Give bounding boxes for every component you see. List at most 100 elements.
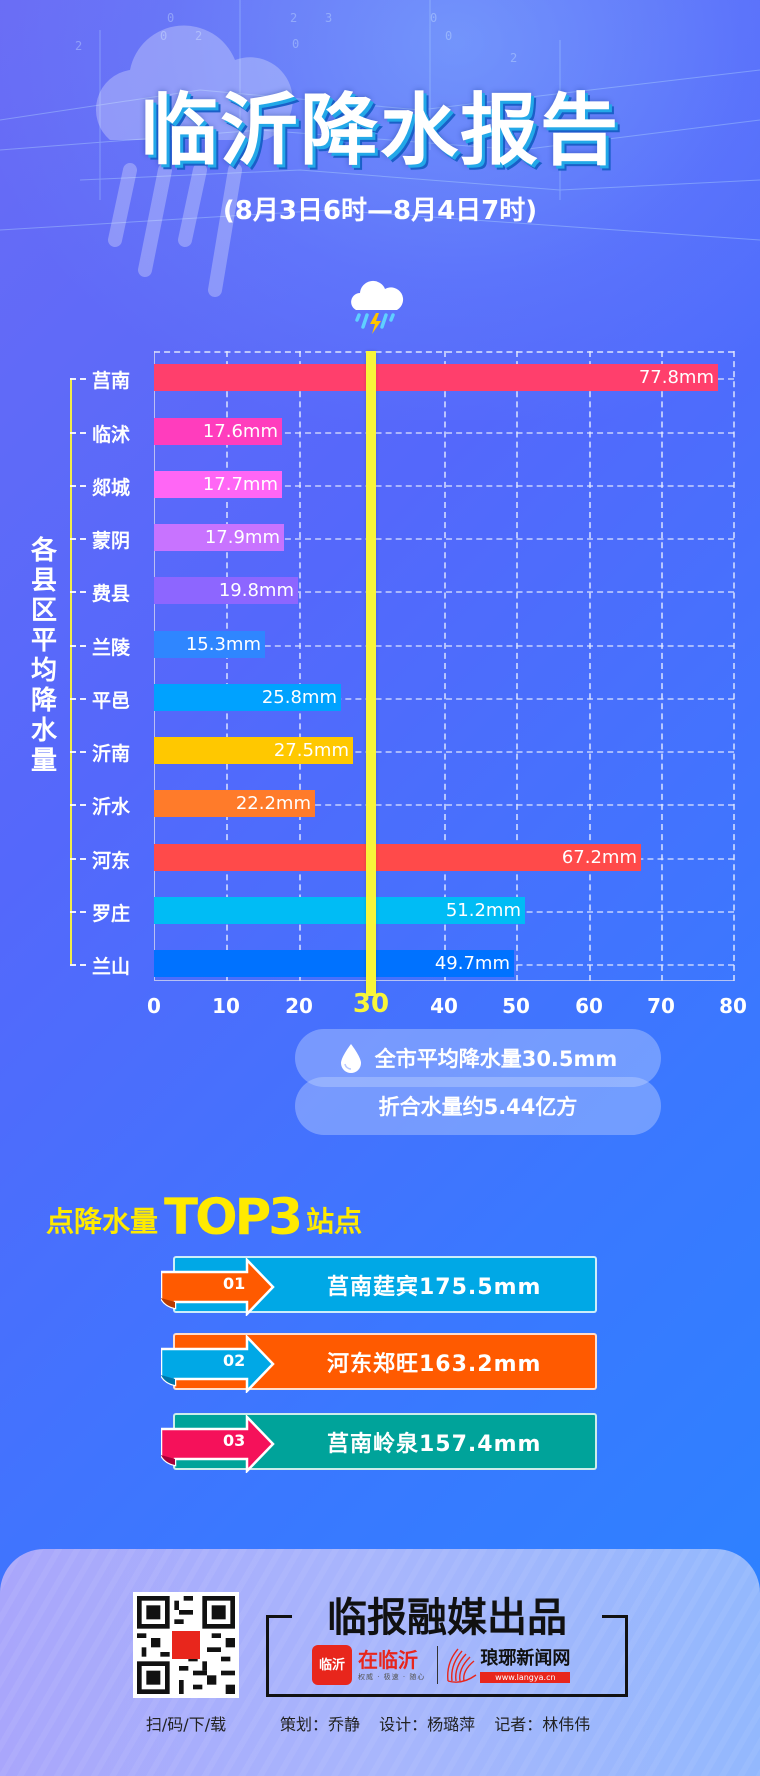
bar-value: 77.8mm xyxy=(638,367,714,388)
bar-tancheng: 17.7mm xyxy=(154,471,282,498)
row-gridline xyxy=(154,485,734,487)
y-axis-title: 各 县 区 平 均 降 水 量 xyxy=(26,536,62,776)
category-tick xyxy=(70,538,86,540)
city-average-pill: 全市平均降水量30.5mm xyxy=(295,1029,661,1087)
y-axis-title-char: 县 xyxy=(30,566,57,596)
gridline-20 xyxy=(299,351,301,981)
top3-heading-suffix: 站点 xyxy=(306,1205,363,1238)
svg-text:0: 0 xyxy=(445,29,452,43)
langya-wing-logo-icon xyxy=(447,1648,477,1683)
category-label: 沂南 xyxy=(92,743,131,765)
row-gridline xyxy=(154,751,734,753)
category-tick xyxy=(70,804,86,806)
category-tick xyxy=(70,432,86,434)
city-average-text: 全市平均降水量30.5mm xyxy=(374,1047,618,1071)
row-gridline xyxy=(154,645,734,647)
category-label: 费县 xyxy=(92,583,131,605)
bar-linshu: 17.6mm xyxy=(154,418,282,445)
svg-text:0: 0 xyxy=(430,11,437,25)
bar-value: 27.5mm xyxy=(273,740,349,761)
rank-card-1: 01 莒南莛宾175.5mm xyxy=(161,1256,597,1316)
bar-luozhuang: 51.2mm xyxy=(154,897,525,924)
rank-card-3: 03 莒南岭泉157.4mm xyxy=(161,1413,597,1473)
bar-mengyin: 17.9mm xyxy=(154,524,284,551)
svg-text:3: 3 xyxy=(325,11,332,25)
rank-number: 01 xyxy=(223,1274,246,1293)
bar-lanshan: 49.7mm xyxy=(154,950,514,977)
category-tick xyxy=(70,911,86,913)
y-axis-title-char: 水 xyxy=(30,716,57,746)
x-tick-label-highlight: 30 xyxy=(352,989,390,1019)
brand-title: 临报融媒出品 xyxy=(327,1595,567,1641)
bar-value: 17.7mm xyxy=(202,474,278,495)
bar-lanling: 15.3mm xyxy=(154,631,265,658)
gridline-10 xyxy=(226,351,228,981)
category-label: 蒙阴 xyxy=(92,530,131,552)
category-tick xyxy=(70,485,86,487)
svg-text:2: 2 xyxy=(290,11,297,25)
row-gridline xyxy=(154,432,734,434)
water-volume-pill: 折合水量约5.44亿方 xyxy=(295,1077,661,1135)
plot-axes xyxy=(154,351,734,981)
category-tick xyxy=(70,858,86,860)
credit-designer: 设计：杨璐萍 xyxy=(379,1715,476,1734)
category-label: 罗庄 xyxy=(92,903,131,925)
circuit-background: 23 00 02 00 22 xyxy=(0,0,760,241)
bar-value: 25.8mm xyxy=(261,687,337,708)
rank-card-2: 02 河东郑旺163.2mm xyxy=(161,1333,597,1393)
gridline-40 xyxy=(444,351,446,981)
cloud-rain-watermark-icon xyxy=(95,25,293,297)
bar-value: 17.6mm xyxy=(202,421,278,442)
header-glow xyxy=(0,0,760,420)
rank-number: 02 xyxy=(223,1351,246,1370)
svg-text:0: 0 xyxy=(292,37,299,51)
zailinyi-logo-text: 在临沂 权威 · 极速 · 随心 xyxy=(358,1648,425,1682)
rank-arrow-tag-icon xyxy=(161,1258,275,1316)
category-tick xyxy=(70,645,86,647)
credits: 策划：乔静 设计：杨璐萍 记者：林伟伟 xyxy=(280,1711,604,1735)
rank-station-label: 莒南岭泉157.4mm xyxy=(327,1431,542,1457)
langya-name: 琅琊新闻网 xyxy=(480,1647,571,1669)
rank-station-label: 河东郑旺163.2mm xyxy=(327,1351,542,1377)
category-label: 兰山 xyxy=(92,956,131,978)
brand-frame xyxy=(266,1615,628,1697)
svg-text:0: 0 xyxy=(160,29,167,43)
top3-heading-logo: TOP3 xyxy=(164,1188,303,1246)
row-gridline xyxy=(154,591,734,593)
date-range-subtitle: (8月3日6时—8月4日7时) xyxy=(222,196,538,226)
gridline-50 xyxy=(516,351,518,981)
category-label: 郯城 xyxy=(92,477,131,499)
y-axis-title-char: 平 xyxy=(30,626,57,656)
category-tick xyxy=(70,964,86,966)
langya-url: www.langya.cn xyxy=(480,1671,571,1683)
bar-value: 49.7mm xyxy=(434,953,510,974)
qr-code[interactable] xyxy=(133,1592,239,1698)
svg-text:2: 2 xyxy=(75,39,82,53)
bar-hedong: 67.2mm xyxy=(154,844,641,871)
x-tick-label: 0 xyxy=(147,994,161,1018)
water-drop-icon xyxy=(340,1044,361,1073)
svg-text:2: 2 xyxy=(195,29,202,43)
top3-heading-prefix: 点降水量 xyxy=(46,1205,159,1238)
category-tick xyxy=(70,378,86,380)
gridline-60 xyxy=(589,351,591,981)
row-gridline xyxy=(154,698,734,700)
rank-station-label: 莒南莛宾175.5mm xyxy=(327,1274,542,1300)
page-title: 临沂降水报告 xyxy=(139,86,620,176)
category-label: 莒南 xyxy=(92,370,131,392)
x-tick-label: 80 xyxy=(719,994,747,1018)
footer-panel xyxy=(0,1549,760,1776)
y-axis-title-char: 量 xyxy=(30,746,57,776)
qr-caption: 扫/码/下/载 xyxy=(145,1715,227,1734)
thunderstorm-icon xyxy=(351,280,404,334)
svg-text:0: 0 xyxy=(167,11,174,25)
category-tick xyxy=(70,591,86,593)
zailinyi-slogan: 权威 · 极速 · 随心 xyxy=(358,1673,426,1681)
y-axis-title-char: 降 xyxy=(30,686,57,716)
rainfall-bar-chart: 77.8mm 17.6mm 17.7mm 17.9mm 19.8mm 15.3m… xyxy=(26,351,747,1019)
x-tick-label: 20 xyxy=(285,994,313,1018)
bar-value: 15.3mm xyxy=(185,634,261,655)
zailinyi-logo-icon: 临沂 xyxy=(312,1645,352,1685)
x-tick-label: 60 xyxy=(575,994,603,1018)
x-tick-label: 10 xyxy=(212,994,240,1018)
